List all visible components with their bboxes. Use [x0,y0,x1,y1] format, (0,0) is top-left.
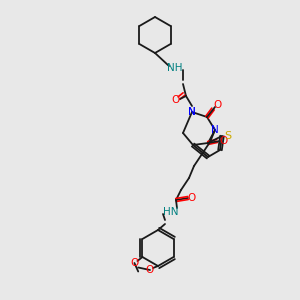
Text: O: O [171,95,179,105]
Text: N: N [188,107,196,117]
Text: O: O [213,100,221,110]
Text: O: O [188,193,196,203]
Text: N: N [188,107,196,117]
Text: HN: HN [163,207,179,217]
Text: O: O [220,136,228,146]
Text: O: O [146,265,154,275]
Text: O: O [130,258,139,268]
Text: S: S [224,131,232,141]
Text: NH: NH [167,63,183,73]
Text: N: N [211,125,219,135]
